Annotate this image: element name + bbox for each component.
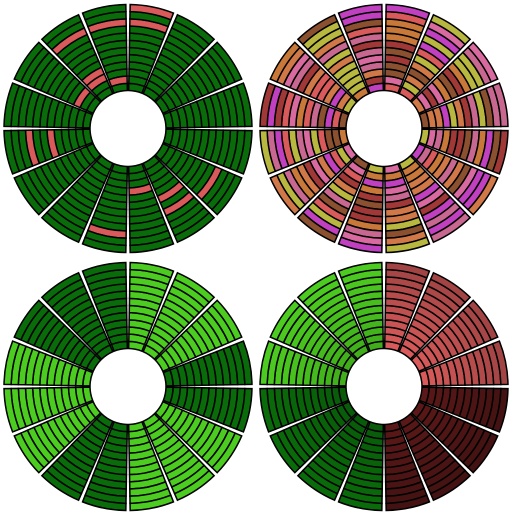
- disc-bottom-left: [0, 258, 256, 515]
- cell-top-left: [0, 0, 256, 258]
- disc-bottom-right: [256, 258, 512, 515]
- disc-top-right: [256, 0, 512, 257]
- cell-bottom-right: [256, 258, 512, 515]
- disc-top-left: [0, 0, 256, 257]
- disc-grid: [0, 0, 512, 515]
- cell-bottom-left: [0, 258, 256, 515]
- cell-top-right: [256, 0, 512, 258]
